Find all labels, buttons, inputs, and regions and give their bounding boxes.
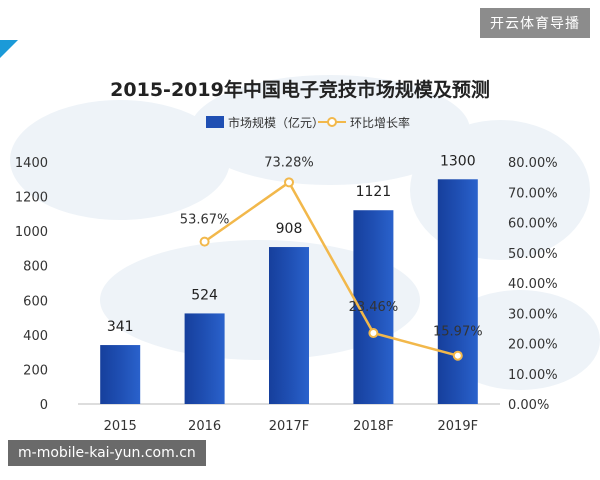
y-right-tick-label: 80.00% bbox=[508, 156, 558, 171]
legend: 市场规模（亿元） 环比增长率 bbox=[206, 115, 410, 130]
axes: 0 200 400 600 800 1000 1200 1400 0.00% 10.00% 20.0… bbox=[15, 156, 558, 434]
top-right-badge: 开云体育导播 bbox=[480, 8, 590, 38]
y-right-tick-label: 70.00% bbox=[508, 186, 558, 201]
growth-value-label: 15.97% bbox=[433, 325, 483, 340]
y-left-tick-label: 800 bbox=[23, 260, 48, 275]
y-left-tick-label: 400 bbox=[23, 329, 48, 344]
y-right-tick-label: 20.00% bbox=[508, 338, 558, 353]
y-right-tick-label: 40.00% bbox=[508, 277, 558, 292]
corner-accent bbox=[0, 40, 18, 58]
bar-value-label: 908 bbox=[276, 221, 303, 237]
y-left-tick-label: 600 bbox=[23, 294, 48, 309]
y-left-tick-label: 0 bbox=[40, 398, 48, 413]
growth-point-2016 bbox=[199, 236, 210, 247]
y-right-tick-label: 50.00% bbox=[508, 247, 558, 262]
bar-2019F bbox=[437, 179, 478, 404]
chart-title: 2015-2019年中国电子竞技市场规模及预测 bbox=[110, 78, 490, 101]
data-labels: 341 524 908 1121 1300 53.67% 73.28% 23.46% 15.97… bbox=[107, 153, 483, 339]
x-tick-label: 2016 bbox=[188, 419, 221, 434]
bar-series bbox=[100, 179, 478, 404]
bar-value-label: 524 bbox=[191, 287, 218, 303]
x-tick-label: 2015 bbox=[104, 419, 137, 434]
bar-2015 bbox=[100, 345, 141, 404]
x-tick-label: 2018F bbox=[353, 419, 394, 434]
y-left-tick-label: 1200 bbox=[15, 191, 48, 206]
line-series bbox=[199, 177, 463, 361]
bar-2017F bbox=[269, 247, 309, 404]
y-left-tick-label: 200 bbox=[23, 363, 48, 378]
x-tick-label: 2019F bbox=[438, 419, 479, 434]
growth-value-label: 73.28% bbox=[264, 155, 314, 170]
bar-2016 bbox=[184, 313, 225, 404]
y-right-tick-label: 60.00% bbox=[508, 217, 558, 232]
growth-value-label: 53.67% bbox=[180, 213, 230, 228]
growth-point-2017F bbox=[284, 177, 294, 188]
y-right-tick-label: 0.00% bbox=[508, 398, 549, 413]
growth-point-2019F bbox=[452, 350, 463, 361]
y-left-tick-label: 1400 bbox=[15, 156, 48, 171]
growth-rate-line bbox=[203, 180, 459, 357]
legend-marker-line bbox=[327, 117, 337, 127]
y-right-tick-label: 30.00% bbox=[508, 307, 558, 322]
x-tick-label: 2017F bbox=[269, 419, 310, 434]
growth-point-2018F bbox=[368, 328, 379, 339]
legend-label-bar: 市场规模（亿元） bbox=[228, 115, 324, 130]
bar-value-label: 1121 bbox=[356, 184, 392, 200]
bar-value-label: 341 bbox=[107, 319, 134, 335]
y-left-tick-label: 1000 bbox=[15, 225, 48, 240]
bar-value-label: 1300 bbox=[440, 153, 476, 169]
growth-value-label: 23.46% bbox=[349, 300, 399, 315]
bottom-left-badge: m-mobile-kai-yun.com.cn bbox=[8, 440, 206, 466]
legend-label-line: 环比增长率 bbox=[350, 115, 410, 130]
y-right-tick-label: 10.00% bbox=[508, 368, 558, 383]
legend-swatch-bar bbox=[206, 116, 224, 128]
